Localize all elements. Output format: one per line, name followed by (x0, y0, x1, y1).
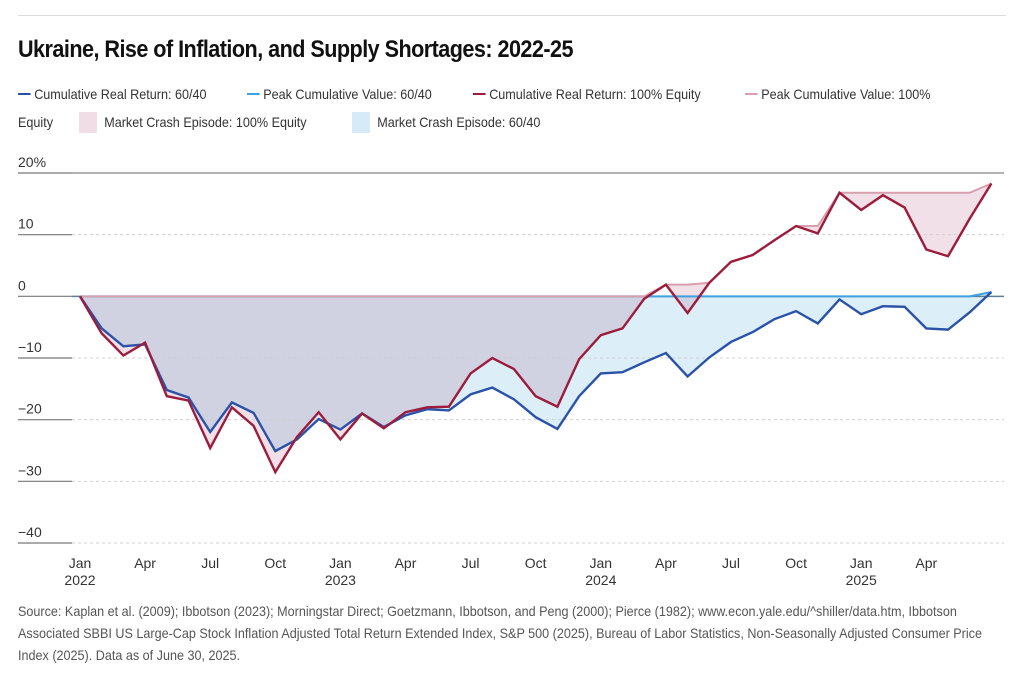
x-tick-label: Jan (329, 555, 352, 571)
x-tick-label: Oct (525, 555, 547, 571)
series-lines (78, 182, 993, 475)
x-tick-label: Oct (264, 555, 286, 571)
legend-item-equity-peak: Peak Cumulative Value: 100% (745, 80, 931, 108)
y-tick-label: 0 (18, 277, 26, 293)
x-tick-year-label: 2024 (585, 572, 616, 588)
legend-swatch-equity-peak (745, 93, 759, 96)
x-tick-year-label: 2022 (64, 572, 95, 588)
legend-label-wrap: Equity (18, 114, 54, 130)
x-tick-label: Apr (395, 555, 417, 571)
legend-swatch-equity-crash (78, 111, 97, 133)
x-tick-label: Apr (915, 555, 937, 571)
x-tick-label: Jul (722, 555, 740, 571)
x-tick-label: Jan (69, 555, 92, 571)
legend-label: Cumulative Real Return: 100% Equity (488, 86, 701, 102)
legend-label: Peak Cumulative Value: 60/40 (263, 86, 433, 102)
x-tick-label: Apr (134, 555, 156, 571)
y-axis: 20% 10 0 −10 −20 −30 −40 (18, 154, 46, 540)
x-tick-label: Jan (850, 555, 873, 571)
y-tick-label: −30 (18, 462, 42, 478)
y-tick-label: 20% (18, 154, 46, 170)
legend-label: Peak Cumulative Value: 100% (761, 86, 931, 102)
legend-item-equity-crash: Market Crash Episode: 100% Equity (78, 108, 307, 136)
y-tick-label: −10 (18, 339, 42, 355)
chart-title: Ukraine, Rise of Inflation, and Supply S… (18, 36, 574, 63)
x-tick-year-label: 2023 (325, 572, 356, 588)
legend-item-equity-return: Cumulative Real Return: 100% Equity (472, 80, 701, 108)
legend-label: Market Crash Episode: 60/40 (376, 114, 540, 130)
y-tick-label: −20 (18, 401, 42, 417)
y-tick-label: −40 (18, 524, 42, 540)
legend-item-6040-peak: Peak Cumulative Value: 60/40 (247, 80, 432, 108)
source-note: Source: Kaplan et al. (2009); Ibbotson (… (18, 603, 982, 663)
x-tick-label: Oct (785, 555, 807, 571)
x-tick-year-label: 2025 (846, 572, 877, 588)
legend-swatch-6040-crash (351, 111, 370, 133)
top-rule (18, 15, 1006, 16)
legend: Cumulative Real Return: 60/40 Peak Cumul… (18, 80, 1008, 136)
crash-fills (80, 183, 992, 473)
y-tick-label: 10 (18, 216, 34, 232)
legend-swatch-6040-peak (247, 93, 260, 96)
x-tick-label: Jul (462, 555, 480, 571)
legend-label: Market Crash Episode: 100% Equity (104, 114, 307, 130)
legend-item-6040-crash: Market Crash Episode: 60/40 (351, 108, 540, 136)
x-tick-label: Jul (201, 555, 219, 571)
legend-swatch-6040-return (18, 93, 31, 96)
x-tick-label: Apr (655, 555, 677, 571)
x-tick-label: Jan (590, 555, 613, 571)
legend-swatch-equity-return (472, 93, 486, 96)
crash-fill-6040 (80, 292, 992, 452)
legend-label: Cumulative Real Return: 60/40 (34, 86, 207, 102)
legend-item-6040-return: Cumulative Real Return: 60/40 (18, 80, 206, 108)
